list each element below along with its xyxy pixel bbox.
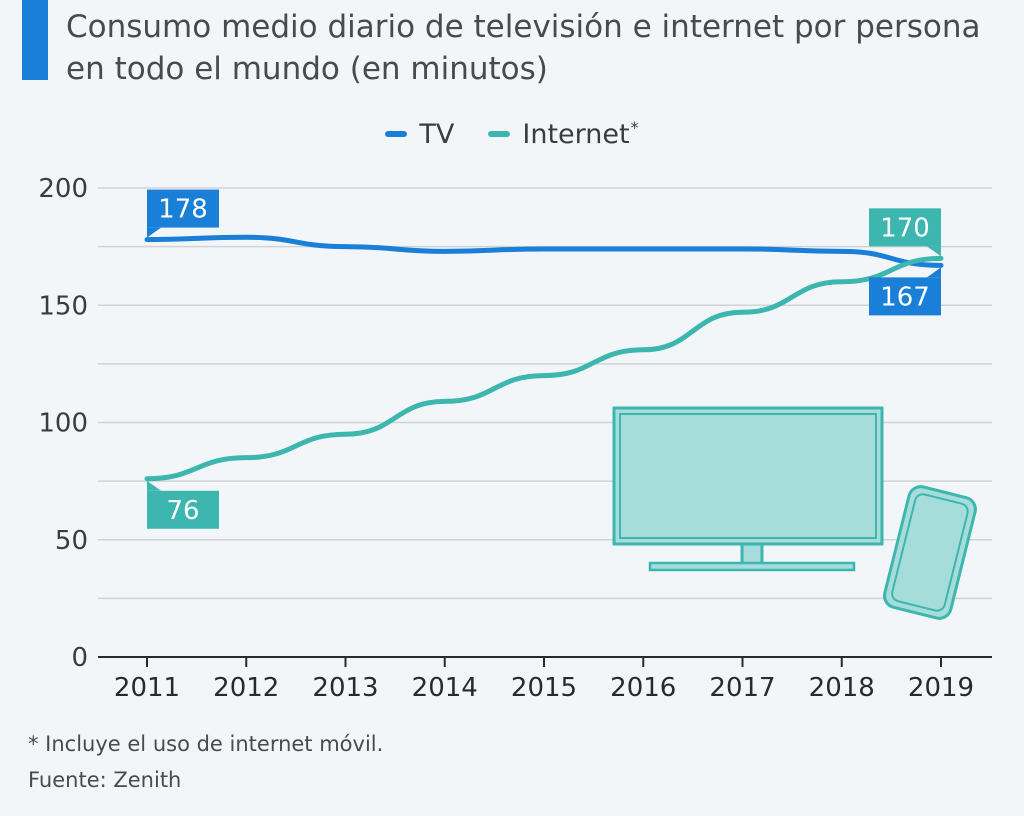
y-tick-label: 150 <box>38 291 88 321</box>
tv-series-line <box>144 234 944 268</box>
tv-phone-illustration <box>612 406 977 620</box>
x-tick-label: 2017 <box>709 673 775 703</box>
data-label-box <box>869 208 941 247</box>
data-label: 170 <box>880 213 930 243</box>
chart-title-line-2: en todo el mundo (en minutos) <box>66 51 548 87</box>
data-label-box <box>869 277 941 316</box>
series-lines <box>144 234 944 482</box>
legend-item-internet: Internet* <box>488 118 639 150</box>
y-tick-label: 50 <box>55 526 88 556</box>
x-tick-label: 2012 <box>213 673 279 703</box>
legend-swatch-tv <box>385 131 408 137</box>
y-tick-label: 200 <box>38 174 88 204</box>
legend-item-tv: TV <box>385 118 454 150</box>
y-tick-label: 0 <box>71 643 88 673</box>
data-label-pointer <box>147 227 161 238</box>
data-label: 167 <box>880 282 930 312</box>
x-tick-label: 2013 <box>312 673 378 703</box>
data-label: 76 <box>166 496 199 526</box>
data-label-callout: 170 <box>869 208 941 257</box>
chart-title: Consumo medio diario de televisión e int… <box>66 6 1016 90</box>
x-tick-label: 2014 <box>412 673 478 703</box>
x-tick-label: 2019 <box>908 673 974 703</box>
x-tick-label: 2018 <box>809 673 875 703</box>
chart-legend: TV Internet* <box>0 118 1024 150</box>
data-label-callout: 76 <box>147 480 219 529</box>
footnote: * Incluye el uso de internet móvil. <box>28 732 384 756</box>
legend-swatch-internet <box>488 131 511 137</box>
data-label-pointer <box>147 480 161 491</box>
legend-label-internet: Internet* <box>522 118 639 150</box>
data-label-callout: 178 <box>147 189 219 238</box>
x-tick-label: 2016 <box>610 673 676 703</box>
source-text: Fuente: Zenith <box>28 768 182 792</box>
data-label-pointer <box>927 267 941 278</box>
phone-illustration-icon <box>882 485 977 620</box>
data-label-callout: 167 <box>869 267 941 316</box>
y-axis-ticks: 0 50 100 150 200 <box>38 174 88 673</box>
data-labels: 178 167 76 170 <box>147 189 941 529</box>
tv-illustration-icon <box>612 406 884 572</box>
data-label: 178 <box>158 195 208 225</box>
data-label-box <box>147 189 219 228</box>
legend-label-internet-asterisk: * <box>630 118 639 137</box>
x-axis-ticks: 2011 2012 2013 2014 2015 2016 2017 2018 2019 <box>114 657 974 703</box>
data-label-pointer <box>927 246 941 257</box>
title-accent-bar <box>22 0 48 80</box>
chart-title-line-1: Consumo medio diario de televisión e int… <box>66 9 981 45</box>
x-tick-label: 2015 <box>511 673 577 703</box>
x-tick-label: 2011 <box>114 673 180 703</box>
y-tick-label: 100 <box>38 409 88 439</box>
internet-series-line <box>144 255 944 482</box>
legend-label-tv: TV <box>419 118 455 150</box>
data-label-box <box>147 490 219 529</box>
